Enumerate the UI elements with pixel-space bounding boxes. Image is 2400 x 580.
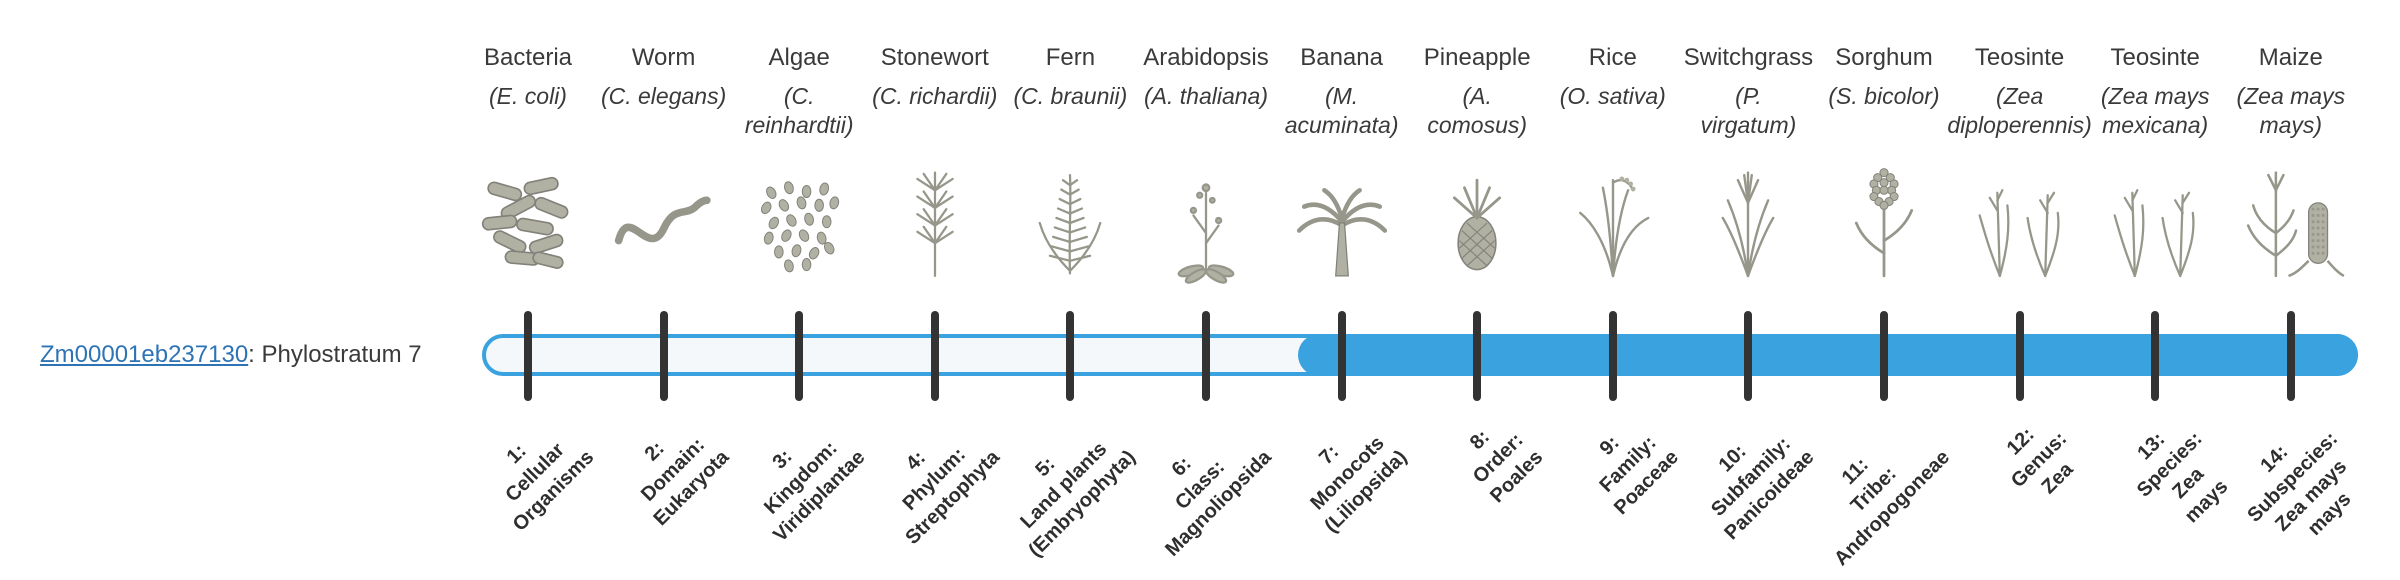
phylostratum-axis-label-text: 14: Subspecies: Zea mays mays — [2223, 408, 2380, 565]
species-scientific-name: (Zea mays mexicana) — [2067, 82, 2243, 141]
phylostratum-axis-label-text: 7: Monocots (Liliopsida) — [1282, 408, 1413, 539]
species-common-name: Bacteria — [483, 44, 573, 71]
species-scientific-name-line: mexicana) — [2102, 112, 2209, 139]
species-scientific-name: (M. acuminata) — [1254, 82, 1430, 141]
species-scientific-name-line: (P. — [1735, 83, 1762, 109]
switchgrass-icon — [1685, 148, 1811, 298]
pineapple-icon — [1414, 148, 1540, 298]
phylostrata-bar-track — [482, 334, 2358, 376]
gene-annotation-text: : Phylostratum 7 — [248, 341, 422, 368]
species-common-name: Switchgrass — [1683, 44, 1814, 71]
algae-icon — [736, 148, 862, 298]
phylostratum-tick-1 — [524, 311, 532, 401]
phylostratum-tick-5 — [1066, 311, 1075, 401]
species-scientific-name-line: mays) — [2259, 112, 2323, 139]
species-scientific-name-line: (O. sativa) — [1559, 83, 1666, 109]
species-scientific-name-line: (Zea — [1995, 83, 2044, 109]
banana-icon — [1279, 148, 1405, 298]
phylostratum-axis-label-text: 12: Genus: Zea — [1987, 408, 2091, 512]
species-scientific-name-line: (Zea mays — [2100, 83, 2210, 109]
phylostratum-axis-label-text: 2: Domain: Eukaryota — [611, 408, 735, 532]
species-scientific-name-line: comosus) — [1427, 112, 1528, 139]
species-scientific-name-line: (C. elegans) — [600, 83, 727, 109]
phylostratum-axis-label-text: 1: Cellular Organisms — [470, 408, 599, 537]
species-common-name: Arabidopsis — [1143, 44, 1269, 71]
species-common-name: Teosinte — [1974, 44, 2065, 71]
species-common-name: Stonewort — [880, 44, 989, 71]
gene-id-link[interactable]: Zm00001eb237130 — [40, 341, 249, 368]
species-scientific-name: (C. reinhardtii) — [711, 82, 887, 141]
species-scientific-name: (O. sativa) — [1525, 82, 1701, 111]
maize-icon — [2228, 148, 2354, 298]
species-scientific-name: (E. coli) — [440, 82, 616, 111]
teosinte-icon — [1957, 148, 2083, 298]
phylostratum-axis-label-text: 9: Family: Poaceae — [1571, 408, 1684, 521]
worm-icon — [601, 148, 727, 298]
fern-icon — [1007, 148, 1133, 298]
stonewort-icon — [872, 148, 998, 298]
phylostratum-tick-7 — [1337, 311, 1346, 401]
phylostratum-axis-label-text: 13: Species: Zea mays — [2113, 408, 2245, 540]
species-scientific-name-line: (Zea mays — [2236, 83, 2346, 109]
species-scientific-name: (C. braunii) — [982, 82, 1158, 111]
species-scientific-name-line: (M. — [1324, 83, 1359, 109]
species-scientific-name-line: (C. richardii) — [872, 83, 998, 109]
phylostratum-axis-label-text: 3: Kingdom: Viridiplantae — [731, 408, 871, 548]
bacteria-icon — [465, 148, 591, 298]
species-common-name: Banana — [1300, 44, 1383, 71]
species-common-name: Sorghum — [1835, 44, 1933, 71]
species-scientific-name-line: (C. — [783, 83, 815, 109]
species-scientific-name: (S. bicolor) — [1796, 82, 1972, 111]
species-common-name: Pineapple — [1423, 44, 1531, 71]
species-scientific-name-line: (C. braunii) — [1013, 83, 1128, 109]
species-scientific-name: (A. comosus) — [1389, 82, 1565, 141]
species-scientific-name: (C. elegans) — [576, 82, 752, 111]
species-scientific-name-line: (S. bicolor) — [1828, 83, 1940, 109]
species-scientific-name-line: reinhardtii) — [744, 112, 854, 139]
phylostratum-tick-6 — [1202, 311, 1210, 401]
species-common-name: Rice — [1588, 44, 1637, 71]
phylostrata-bar-fill — [1298, 334, 2358, 376]
species-scientific-name-line: (A. — [1462, 83, 1492, 109]
phylostratum-tick-12 — [2015, 311, 2024, 401]
phylostratum-axis-label-text: 8: Order: Poales — [1448, 408, 1549, 509]
phylostratum-axis-label-text: 10: Subfamily: Panicoideae — [1682, 408, 1820, 546]
phylostratum-axis-label-text: 11: Tribe: Andropogoneae — [1792, 408, 1956, 572]
phylostratum-tick-9 — [1608, 311, 1617, 401]
species-common-name: Worm — [631, 44, 696, 71]
species-scientific-name: (Zea diploperennis) — [1932, 82, 2108, 141]
species-common-name: Algae — [768, 44, 830, 71]
species-scientific-name: (C. richardii) — [847, 82, 1023, 111]
species-common-name: Teosinte — [2110, 44, 2200, 71]
teosinte-icon — [2092, 148, 2218, 298]
species-common-name: Maize — [2258, 44, 2323, 71]
phylostratum-axis-label-text: 5: Land plants (Embryophyta) — [987, 408, 1142, 563]
phylostratum-tick-13 — [2151, 311, 2160, 401]
phylostratum-tick-8 — [1473, 311, 1482, 401]
species-scientific-name-line: (A. thaliana) — [1143, 83, 1268, 109]
species-scientific-name: (A. thaliana) — [1118, 82, 1294, 111]
phylostratum-tick-3 — [795, 311, 804, 401]
phylostratum-tick-10 — [1744, 311, 1753, 401]
species-scientific-name: (P. virgatum) — [1660, 82, 1836, 141]
species-scientific-name-line: (E. coli) — [489, 83, 567, 109]
phylostratum-axis-label-text: 4: Phylum: Streptophyta — [864, 408, 1006, 550]
rice-icon — [1550, 148, 1676, 298]
sorghum-icon — [1821, 148, 1947, 298]
species-scientific-name: (Zea mays mays) — [2203, 82, 2379, 141]
arabidopsis-icon — [1143, 148, 1269, 298]
phylostratum-tick-4 — [930, 311, 939, 401]
species-scientific-name-line: acuminata) — [1284, 112, 1399, 139]
species-common-name: Fern — [1045, 44, 1096, 71]
phylostratum-tick-2 — [659, 311, 668, 401]
phylostratum-tick-11 — [1880, 311, 1888, 401]
species-scientific-name-line: diploperennis) — [1947, 112, 2092, 139]
species-scientific-name-line: virgatum) — [1700, 112, 1797, 139]
phylostratum-tick-14 — [2286, 311, 2295, 401]
phylostratum-axis-label-text: 6: Class: Magnoliopsida — [1123, 408, 1277, 562]
gene-label: Zm00001eb237130: Phylostratum 7 — [40, 341, 422, 369]
